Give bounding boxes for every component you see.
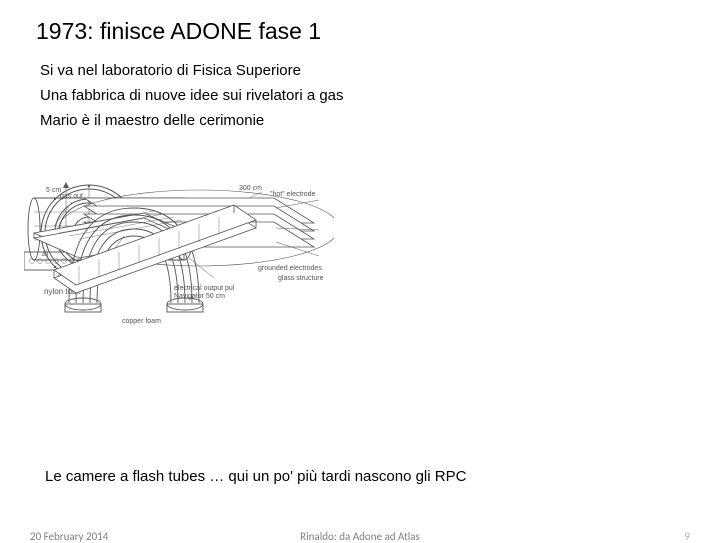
footer-date: 20 February 2014	[30, 530, 108, 543]
body-line-3: Mario è il maestro delle cerimonie	[40, 109, 720, 134]
footer-center: Rinaldo: da Adone ad Atlas	[300, 530, 420, 543]
label-glass: glass structure	[278, 275, 324, 282]
svg-text:300 cm: 300 cm	[239, 185, 262, 192]
body-line-1: Si va nel laboratorio di Fisica Superior…	[40, 59, 720, 84]
body-text: Si va nel laboratorio di Fisica Superior…	[0, 45, 720, 133]
caption: Le camere a flash tubes … qui un po' più…	[45, 468, 466, 485]
label-navigator: Navigator 50 cm	[174, 293, 225, 300]
svg-text:a): a)	[42, 251, 48, 258]
footer-page: 9	[684, 530, 690, 543]
slide-title: 1973: finisce ADONE fase 1	[0, 0, 720, 45]
label-hot: "hot" electrode	[270, 191, 316, 198]
figure-panel: nylon tube	[24, 178, 696, 458]
figure-module: 300 cm Navigator 50 cm a)	[24, 178, 274, 323]
body-line-2: Una fabbrica di nuove idee sui rivelator…	[40, 84, 720, 109]
